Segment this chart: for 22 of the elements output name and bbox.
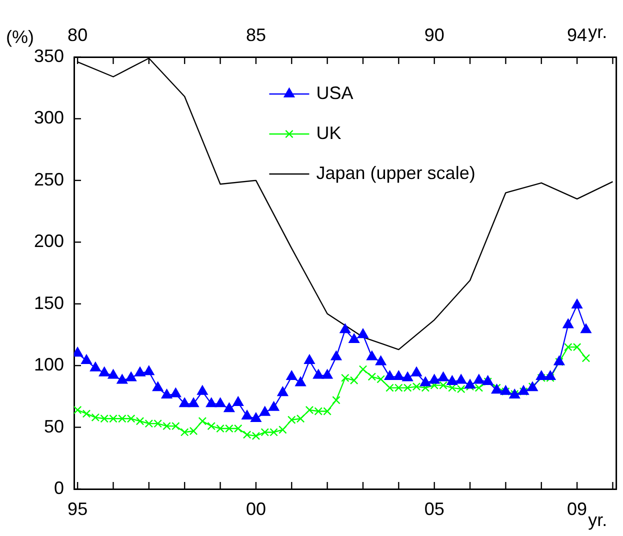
- x-tick-label: 09: [567, 498, 588, 519]
- y-axis-title: (%): [6, 27, 34, 47]
- x2-tick-label: 85: [246, 25, 266, 46]
- y-tick-label: 50: [44, 416, 64, 436]
- x-axis-title: yr.: [588, 510, 608, 530]
- x-tick-label: 00: [246, 498, 266, 519]
- x-tick-label: 95: [68, 498, 88, 519]
- y-tick-label: 250: [34, 169, 64, 190]
- x2-axis-title: yr.: [588, 22, 608, 42]
- x2-tick-label: 94: [567, 25, 588, 46]
- y-tick-label: 150: [34, 292, 64, 313]
- legend-label: UK: [316, 122, 342, 143]
- x-tick-label: 05: [424, 498, 444, 519]
- y-tick-label: 200: [34, 231, 64, 252]
- legend-label: USA: [316, 82, 354, 103]
- y-tick-label: 300: [34, 108, 64, 128]
- legend-label: Japan (upper scale): [316, 162, 476, 183]
- y-tick-label: 350: [34, 46, 64, 66]
- y-tick-label: 100: [34, 354, 64, 375]
- y-tick-label: 0: [54, 478, 64, 498]
- x2-tick-label: 80: [68, 25, 88, 46]
- x2-tick-label: 90: [424, 25, 444, 46]
